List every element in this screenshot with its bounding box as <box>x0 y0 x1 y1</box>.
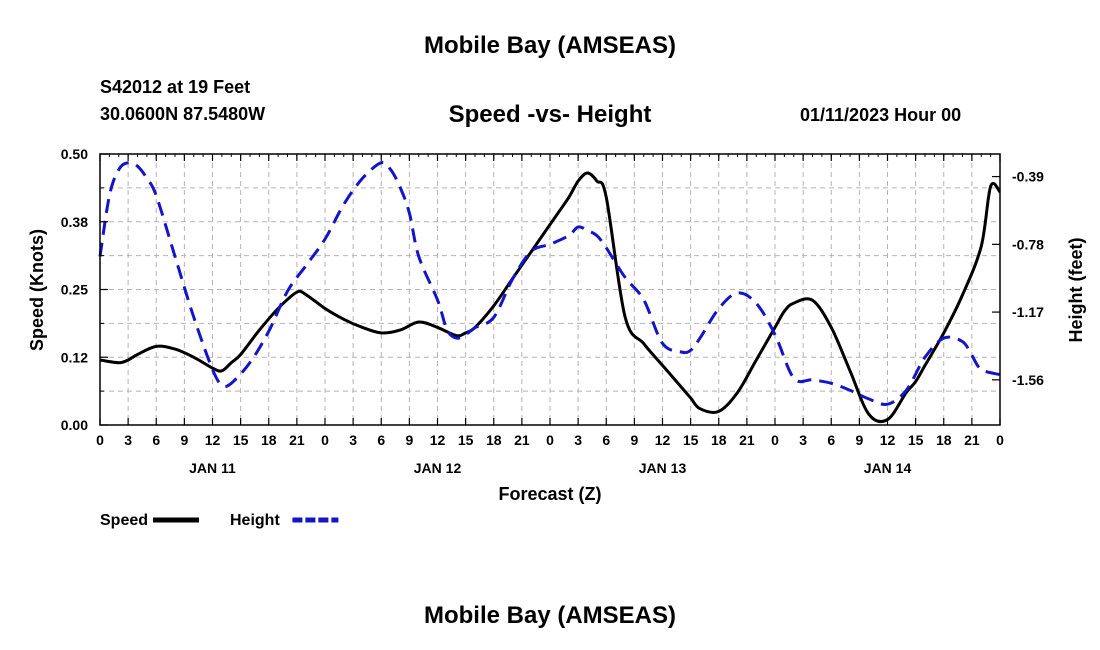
x-tick-label: 18 <box>711 432 727 448</box>
y2-tick-label: -1.56 <box>1012 372 1044 388</box>
axis-labels: 0 3 6 9 12 15 18 21 0 3 6 9 12 15 18 21 0 3 6 9 12 15 18 21 0 3 6 9… <box>61 146 1044 476</box>
x-tick-label: 3 <box>574 432 582 448</box>
x-axis-title: Forecast (Z) <box>498 484 601 504</box>
y-tick-label: 0.00 <box>61 417 88 433</box>
date-label: JAN 12 <box>414 460 462 476</box>
date-label: JAN 11 <box>189 460 236 476</box>
chart-subtitle: Speed -vs- Height <box>448 101 652 128</box>
x-tick-label: 21 <box>289 432 305 448</box>
date-label: JAN 14 <box>864 460 912 476</box>
x-tick-label: 0 <box>771 432 779 448</box>
x-tick-label: 15 <box>458 432 474 448</box>
x-tick-label: 9 <box>180 432 188 448</box>
x-tick-label: 0 <box>546 432 554 448</box>
x-tick-label: 9 <box>630 432 638 448</box>
x-tick-label: 12 <box>655 432 671 448</box>
x-tick-label: 3 <box>799 432 807 448</box>
x-tick-label: 21 <box>739 432 755 448</box>
station-label: S42012 at 19 Feet <box>100 77 251 97</box>
forecast-datetime: 01/11/2023 Hour 00 <box>800 105 962 125</box>
y2-axis-title: Height (feet) <box>1066 238 1086 343</box>
y2-tick-label: -0.78 <box>1012 236 1044 252</box>
x-tick-label: 15 <box>683 432 699 448</box>
y-tick-label: 0.38 <box>61 214 88 230</box>
x-tick-label: 6 <box>377 432 385 448</box>
x-tick-label: 12 <box>430 432 446 448</box>
chart-main-title: Mobile Bay (AMSEAS) <box>423 32 677 59</box>
series-layer <box>98 160 1002 424</box>
y-tick-label: 0.50 <box>61 146 88 162</box>
x-tick-label: 15 <box>908 432 924 448</box>
y-tick-label: 0.12 <box>61 349 88 365</box>
x-tick-label: 18 <box>936 432 952 448</box>
legend-label-height: Height <box>230 512 280 529</box>
legend-label-speed: Speed <box>100 512 148 529</box>
footer-title: Mobile Bay (AMSEAS) <box>423 602 677 629</box>
y-tick-label: 0.25 <box>61 282 88 298</box>
x-tick-label: 15 <box>233 432 249 448</box>
axis-ticks <box>99 153 1001 426</box>
y2-tick-label: -0.39 <box>1012 169 1044 185</box>
grid-lines <box>100 154 1000 425</box>
series-line-speed <box>99 171 1002 424</box>
y-axis-title: Speed (Knots) <box>27 229 47 351</box>
series-line-height <box>98 160 1001 406</box>
x-tick-label: 18 <box>486 432 502 448</box>
x-tick-label: 6 <box>827 432 835 448</box>
date-label: JAN 13 <box>639 460 687 476</box>
x-tick-label: 21 <box>964 432 980 448</box>
x-tick-label: 0 <box>996 432 1004 448</box>
legend: Speed Height <box>100 512 339 529</box>
x-tick-label: 21 <box>514 432 530 448</box>
x-tick-label: 0 <box>321 432 329 448</box>
x-tick-label: 3 <box>349 432 357 448</box>
x-tick-label: 9 <box>855 432 863 448</box>
coordinates-label: 30.0600N 87.5480W <box>100 104 266 124</box>
x-tick-label: 6 <box>152 432 160 448</box>
x-tick-label: 18 <box>261 432 277 448</box>
y2-tick-label: -1.17 <box>1012 304 1044 320</box>
x-tick-label: 6 <box>602 432 610 448</box>
x-tick-label: 3 <box>124 432 132 448</box>
x-tick-label: 0 <box>96 432 104 448</box>
x-tick-label: 9 <box>405 432 413 448</box>
x-tick-label: 12 <box>205 432 221 448</box>
x-tick-label: 12 <box>880 432 896 448</box>
